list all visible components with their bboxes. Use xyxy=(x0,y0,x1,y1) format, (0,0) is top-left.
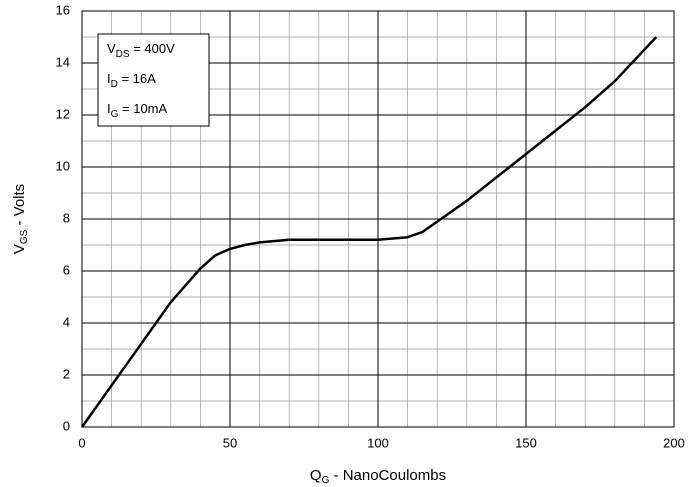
plot-frame xyxy=(81,10,675,428)
y-tick-label: 0 xyxy=(63,418,70,433)
annotation: ID = 16A xyxy=(107,71,156,89)
annotation-sub: D xyxy=(111,79,118,90)
y-tick-label: 4 xyxy=(63,314,70,329)
annotation-main: V xyxy=(107,41,116,56)
x-tick-label: 0 xyxy=(78,435,85,450)
annotation-tail: = 16A xyxy=(118,71,156,86)
annotation: VDS = 400V xyxy=(107,41,175,59)
y-axis-label-sub: GS xyxy=(19,229,30,244)
x-tick-label: 200 xyxy=(663,435,685,450)
line xyxy=(80,36,658,428)
y-tick-label: 16 xyxy=(56,2,70,17)
y-tick-label: 8 xyxy=(63,210,70,225)
y-axis-label-main: V xyxy=(11,244,28,254)
x-axis-label-sub: G xyxy=(322,475,330,486)
y-tick-label: 2 xyxy=(63,366,70,381)
annotation-main: I xyxy=(107,101,111,116)
x-tick-label: 150 xyxy=(515,435,537,450)
annotation-main: I xyxy=(107,71,111,86)
y-tick-label: 6 xyxy=(63,262,70,277)
annotation-sub: DS xyxy=(116,49,130,60)
annotation: IG = 10mA xyxy=(107,101,168,119)
y-axis-label: VGS - Volts xyxy=(11,184,30,254)
x-axis-label-tail: - NanoCoulombs xyxy=(329,467,446,484)
annotation-sub: G xyxy=(111,109,119,120)
y-tick-label: 14 xyxy=(56,54,70,69)
x-tick-label: 100 xyxy=(367,435,389,450)
annotation-tail: = 400V xyxy=(130,41,176,56)
x-axis-label-main: Q xyxy=(310,467,322,484)
y-axis-label-tail: - Volts xyxy=(11,184,28,230)
x-tick-label: 50 xyxy=(223,435,237,450)
annotation-tail: = 10mA xyxy=(118,101,167,116)
y-tick-label: 12 xyxy=(56,106,70,121)
y-tick-label: 10 xyxy=(56,158,70,173)
legend-box xyxy=(97,33,210,127)
x-axis-label: QG - NanoCoulombs xyxy=(310,467,446,486)
